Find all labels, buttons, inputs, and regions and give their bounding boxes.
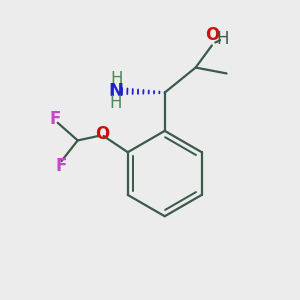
Text: O: O bbox=[205, 26, 219, 44]
Text: N: N bbox=[108, 82, 123, 100]
Text: H: H bbox=[109, 94, 122, 112]
Text: H: H bbox=[111, 70, 123, 88]
Text: O: O bbox=[95, 125, 109, 143]
Text: F: F bbox=[55, 157, 67, 175]
Text: F: F bbox=[50, 110, 61, 128]
Text: H: H bbox=[217, 30, 229, 48]
